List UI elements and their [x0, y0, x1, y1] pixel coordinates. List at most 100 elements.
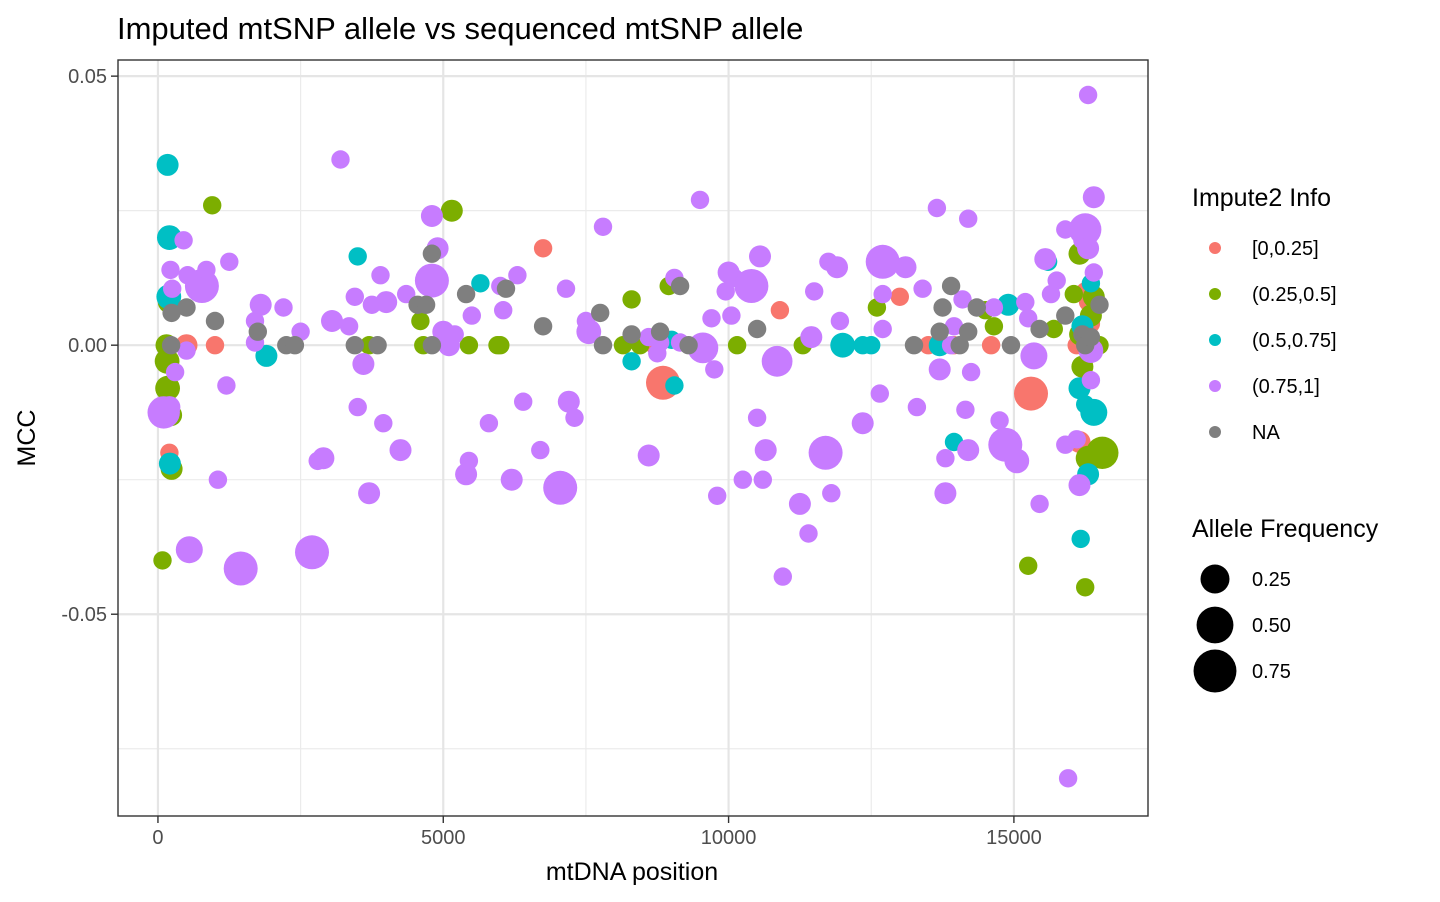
data-point — [462, 306, 481, 325]
size-legend-title: Allele Frequency — [1192, 515, 1379, 543]
data-point — [1081, 327, 1101, 347]
data-point — [990, 411, 1009, 430]
data-point — [533, 239, 553, 258]
data-point — [702, 309, 721, 328]
data-point — [830, 332, 856, 358]
data-point — [203, 196, 222, 215]
data-point — [591, 303, 610, 323]
data-point — [414, 263, 449, 298]
data-point — [808, 435, 843, 470]
data-point — [165, 362, 185, 382]
data-point — [576, 319, 602, 345]
data-point — [1016, 292, 1035, 312]
data-point — [348, 247, 367, 266]
x-tick-label: 0 — [152, 827, 163, 849]
data-point — [956, 400, 975, 419]
data-point — [197, 260, 216, 280]
y-tick-label: 0.00 — [68, 335, 107, 357]
data-point — [1090, 295, 1109, 314]
data-point — [773, 567, 792, 586]
data-point — [249, 293, 272, 316]
data-point — [331, 150, 350, 169]
data-point — [1084, 263, 1104, 282]
data-point — [440, 199, 463, 222]
data-point — [933, 298, 952, 317]
data-point — [312, 447, 335, 470]
data-point — [870, 384, 889, 403]
data-point — [747, 319, 767, 339]
legend-key-dot — [1209, 242, 1221, 254]
legend-key-dot — [1209, 334, 1221, 346]
data-point — [1004, 448, 1030, 474]
data-point — [1020, 342, 1048, 370]
data-point — [321, 310, 343, 332]
plot-panel-border — [117, 59, 1149, 817]
legend-label: (0.75,1] — [1252, 376, 1320, 398]
data-point — [543, 470, 578, 505]
data-point — [770, 301, 790, 320]
y-axis: 0.05 0.00 -0.05 — [61, 66, 118, 626]
data-point — [851, 412, 874, 435]
data-point — [799, 524, 818, 543]
data-point — [733, 470, 752, 489]
data-point — [788, 492, 811, 515]
x-tick-label: 15000 — [986, 827, 1042, 849]
data-point — [1030, 319, 1049, 339]
data-point — [753, 470, 772, 489]
data-point — [217, 376, 236, 395]
legend-label: 0.25 — [1252, 569, 1291, 591]
y-tick-label: -0.05 — [61, 604, 107, 626]
data-point — [177, 298, 196, 317]
x-tick-label: 5000 — [421, 827, 466, 849]
data-point — [1047, 271, 1066, 290]
data-point — [411, 311, 430, 331]
data-point — [708, 486, 727, 505]
data-point — [930, 322, 949, 341]
data-point — [420, 205, 443, 227]
data-point — [1034, 248, 1057, 271]
data-point — [907, 397, 927, 417]
data-point — [749, 245, 771, 268]
data-point — [175, 536, 203, 564]
data-point — [1067, 430, 1086, 449]
data-point — [826, 256, 848, 279]
data-point — [727, 336, 747, 355]
data-point — [459, 336, 479, 355]
data-point — [936, 449, 955, 468]
data-point — [1076, 578, 1095, 597]
data-point — [1071, 529, 1090, 549]
data-point — [255, 344, 278, 367]
legend-label: (0.5,0.75] — [1252, 330, 1337, 352]
data-point — [177, 341, 196, 360]
legend-label: (0.25,0.5] — [1252, 284, 1337, 306]
data-point — [158, 452, 181, 475]
data-point — [1018, 556, 1038, 575]
data-point — [345, 336, 364, 355]
data-point — [374, 414, 393, 433]
data-point — [716, 282, 735, 301]
data-point — [208, 470, 228, 489]
data-point — [800, 326, 823, 349]
data-point — [997, 293, 1020, 316]
data-point — [422, 244, 442, 263]
data-point — [174, 231, 193, 250]
data-point — [459, 451, 479, 471]
data-point — [593, 217, 613, 236]
data-point — [371, 266, 390, 285]
data-point — [890, 287, 909, 306]
y-tick-label: 0.05 — [68, 66, 107, 88]
data-point — [670, 276, 690, 296]
data-point — [1014, 376, 1048, 411]
data-point — [904, 336, 924, 355]
data-point — [416, 295, 436, 314]
data-point — [508, 266, 527, 285]
data-point — [161, 336, 181, 355]
data-point — [445, 325, 464, 344]
data-point — [690, 190, 710, 210]
data-point — [491, 336, 510, 355]
data-point — [913, 279, 932, 298]
legend: Impute2 Info [0,0.25] (0.25,0.5] (0.5,0.75… — [1192, 184, 1379, 693]
data-point — [967, 298, 986, 317]
